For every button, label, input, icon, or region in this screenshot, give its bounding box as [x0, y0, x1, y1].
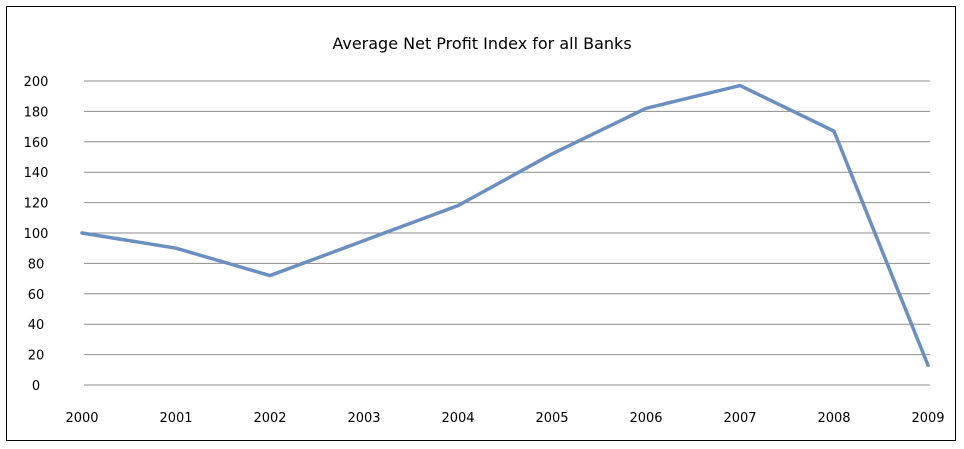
y-tick-label: 0 — [32, 379, 40, 394]
y-tick-label: 180 — [24, 105, 49, 120]
y-tick-label: 200 — [24, 75, 49, 90]
x-tick-label: 2002 — [253, 411, 286, 426]
y-tick-label: 140 — [24, 166, 49, 181]
y-tick-label: 60 — [28, 288, 45, 303]
data-point-2002 — [268, 273, 272, 278]
x-tick-label: 2000 — [65, 411, 98, 426]
data-point-2001 — [174, 246, 178, 250]
data-point-2000 — [80, 231, 84, 235]
x-tick-label: 2006 — [629, 411, 662, 426]
data-point-2003 — [362, 239, 366, 243]
y-axis-tick-labels: 0 20 40 60 80 100 120 140 160 180 200 — [24, 75, 49, 394]
x-axis-tick-labels: 2000 2001 2002 2003 2004 2005 2006 2007 2008 2009 — [65, 411, 944, 426]
data-point-2005 — [550, 152, 554, 156]
data-point-2007 — [738, 83, 742, 88]
y-tick-label: 160 — [24, 136, 49, 151]
data-point-2004 — [456, 204, 460, 208]
y-tick-label: 120 — [24, 197, 49, 212]
data-point-2006 — [644, 106, 648, 110]
x-tick-label: 2004 — [441, 411, 474, 426]
series-line — [80, 83, 930, 367]
y-tick-label: 100 — [24, 227, 49, 242]
x-tick-label: 2003 — [347, 411, 380, 426]
x-tick-label: 2007 — [723, 411, 756, 426]
x-tick-label: 2009 — [911, 411, 944, 426]
data-point-2008 — [832, 129, 836, 133]
x-tick-label: 2001 — [159, 411, 192, 426]
x-tick-label: 2008 — [817, 411, 850, 426]
x-tick-label: 2005 — [535, 411, 568, 426]
y-tick-label: 20 — [28, 349, 45, 364]
chart-frame — [6, 6, 956, 441]
series-group — [80, 83, 930, 367]
chart-title: Average Net Profit Index for all Banks — [332, 34, 631, 53]
data-point-2009 — [926, 363, 930, 367]
y-tick-label: 40 — [28, 318, 45, 333]
y-tick-label: 80 — [28, 257, 45, 272]
gridlines — [84, 80, 930, 386]
